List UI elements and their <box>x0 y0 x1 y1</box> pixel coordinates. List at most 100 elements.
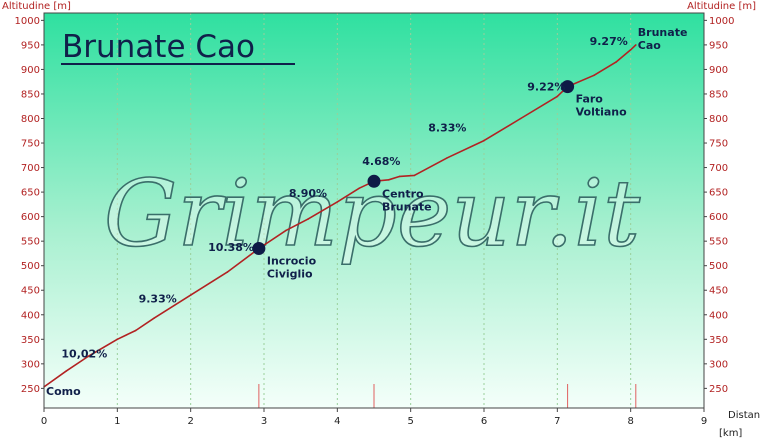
chart-title: Brunate Cao <box>62 29 255 65</box>
x-tick-label: 6 <box>481 416 487 427</box>
elevation-point <box>615 61 617 63</box>
elevation-point <box>556 95 559 98</box>
x-tick-label: 8 <box>627 416 633 427</box>
waypoint-label-line: Faro <box>576 93 604 106</box>
y-axis-right-title: Altitudine [m] <box>687 1 756 12</box>
gradient-labels: 10,02% 9.33% 10.38% 8.90% 4.68% 8.33% 9.22% 9.2… <box>61 35 627 361</box>
elevation-point <box>153 317 155 320</box>
elevation-point <box>629 49 632 51</box>
y-tick-left-label: 700 <box>21 163 40 174</box>
y-tick-right-label: 700 <box>709 163 728 174</box>
elevation-point <box>65 370 67 372</box>
gradient-label: 9.33% <box>139 293 177 306</box>
y-tick-right-label: 600 <box>709 212 728 223</box>
y-tick-right-label: 550 <box>709 237 728 248</box>
y-tick-left-label: 850 <box>21 89 40 100</box>
elevation-point <box>387 179 390 181</box>
y-tick-left-label: 600 <box>21 212 40 223</box>
x-axis-unit: [km] <box>719 428 742 439</box>
grid-lines <box>116 13 632 408</box>
y-tick-right-label: 850 <box>709 89 728 100</box>
y-tick-right-label: 750 <box>709 139 728 150</box>
waypoint-markers <box>252 80 575 256</box>
elevation-point <box>116 338 119 341</box>
x-tick-label: 5 <box>407 416 413 427</box>
plot-area <box>44 13 704 408</box>
waypoint-label-line: Brunate <box>382 200 432 213</box>
gradient-label: 9.22% <box>527 81 565 94</box>
y-tick-right-label: 500 <box>709 261 728 272</box>
y-tick-right-label: 450 <box>709 286 728 297</box>
waypoint-label: Brunate Cao <box>638 26 688 52</box>
y-axis-right: 250 300 350 400 450 500 550 600 650 700 750 800 850 9… <box>704 16 734 395</box>
y-tick-left-label: 650 <box>21 188 40 199</box>
elevation-point <box>593 74 595 77</box>
elevation-point <box>398 175 401 178</box>
y-tick-right-label: 350 <box>709 335 728 346</box>
y-tick-right-label: 1000 <box>709 16 734 27</box>
x-tick-label: 7 <box>554 416 560 427</box>
waypoint-label: Faro Voltiano <box>576 93 628 119</box>
y-tick-left-label: 900 <box>21 65 40 76</box>
y-tick-right-label: 800 <box>709 114 728 125</box>
waypoint-marker <box>367 174 381 188</box>
waypoint-label-line: Cao <box>638 39 661 52</box>
y-tick-right-label: 400 <box>709 310 728 321</box>
y-tick-right-label: 250 <box>709 384 728 395</box>
x-tick-label: 9 <box>701 416 707 427</box>
elevation-point <box>635 44 637 46</box>
x-tick-label: 1 <box>114 416 120 427</box>
elevation-point <box>87 355 89 358</box>
elevation-point <box>189 294 192 296</box>
y-tick-left-label: 400 <box>21 310 40 321</box>
x-tick-label: 3 <box>261 416 267 427</box>
waypoint-label-line: Centro <box>382 187 424 200</box>
y-tick-left-label: 800 <box>21 114 40 125</box>
x-axis-title: Distanza <box>728 410 760 421</box>
y-tick-left-label: 950 <box>21 40 40 51</box>
waypoint-label-line: Como <box>46 385 81 398</box>
gradient-label: 9.27% <box>590 35 628 48</box>
elevation-point <box>358 187 361 189</box>
x-tick-label: 0 <box>41 416 47 427</box>
elevation-point <box>446 156 449 159</box>
elevation-point <box>134 329 137 332</box>
y-tick-right-label: 900 <box>709 65 728 76</box>
gradient-label: 4.68% <box>362 155 400 168</box>
elevation-point <box>519 117 522 120</box>
waypoint-label: Como <box>46 385 81 398</box>
x-axis: 0 1 2 3 4 5 6 7 8 9 <box>41 408 707 427</box>
y-tick-left-label: 450 <box>21 286 40 297</box>
y-axis-left: 250 300 350 400 450 500 550 600 650 700 750 800 850 9… <box>15 16 44 395</box>
elevation-point <box>413 174 416 177</box>
y-tick-left-label: 1000 <box>15 16 40 27</box>
y-tick-right-label: 650 <box>709 188 728 199</box>
waypoint-marker <box>252 242 266 256</box>
y-tick-left-label: 750 <box>21 139 40 150</box>
y-tick-left-label: 500 <box>21 261 40 272</box>
elevation-point <box>483 139 485 142</box>
waypoint-label-line: Voltiano <box>576 106 628 119</box>
waypoint-label-line: Brunate <box>638 26 688 39</box>
y-tick-right-label: 950 <box>709 40 728 51</box>
waypoint-label: Incrocio Civiglio <box>267 255 317 281</box>
waypoint-label-line: Civiglio <box>267 268 313 281</box>
x-tick-label: 2 <box>187 416 193 427</box>
gradient-label: 10,02% <box>61 347 107 360</box>
gradient-label: 8.90% <box>289 187 327 200</box>
waypoint-ticks <box>258 384 637 408</box>
x-tick-label: 4 <box>334 416 340 427</box>
gradient-label: 10.38% <box>208 241 254 254</box>
waypoint-label-line: Incrocio <box>267 255 317 268</box>
waypoint-label: Centro Brunate <box>382 187 432 213</box>
y-tick-left-label: 350 <box>21 335 40 346</box>
y-tick-left-label: 550 <box>21 237 40 248</box>
plot-frame <box>43 12 705 409</box>
elevation-point <box>307 218 309 220</box>
elevation-point <box>336 201 339 203</box>
gradient-label: 8.33% <box>428 122 466 135</box>
y-tick-left-label: 300 <box>21 359 40 370</box>
y-tick-right-label: 300 <box>709 359 728 370</box>
elevation-point <box>285 229 287 232</box>
